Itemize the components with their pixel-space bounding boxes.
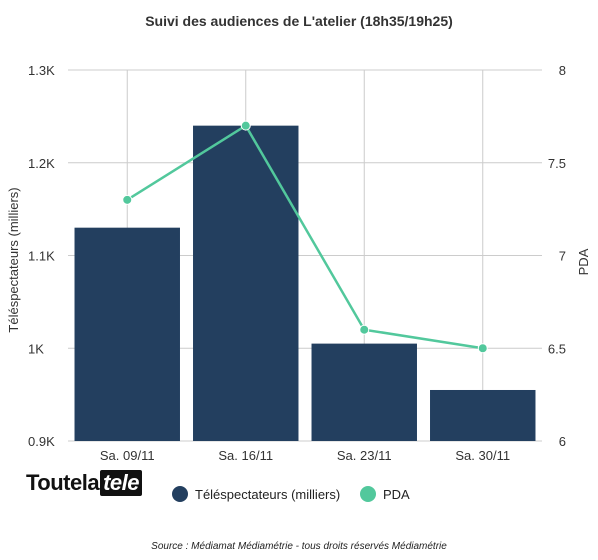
pda-line	[126, 123, 483, 350]
y-tick-left-label: 0.9K	[28, 434, 55, 449]
x-tick-label: Sa. 23/11	[337, 448, 392, 463]
y-tick-right-label: 7	[559, 249, 566, 264]
ticks-layer: 0.9K 1K 1.1K 1.2K 1.3K 6 6.5 7 7.5 8 Sa. 09/11 Sa. …	[28, 63, 566, 463]
y-tick-right-label: 8	[559, 63, 566, 78]
legend-swatch-line	[360, 486, 376, 502]
legend-label-bars[interactable]: Téléspectateurs (milliers)	[195, 487, 340, 502]
line-layer	[122, 120, 488, 354]
bar-1[interactable]	[74, 227, 180, 441]
x-tick-label: Sa. 16/11	[218, 448, 273, 463]
y-tick-right-label: 6.5	[548, 341, 566, 356]
bar-2[interactable]	[193, 125, 299, 442]
logo-text-b: tele	[100, 470, 143, 496]
logo-text-a: Toutela	[26, 470, 100, 495]
bar-3[interactable]	[311, 343, 417, 441]
x-tick-label: Sa. 09/11	[100, 448, 155, 463]
pda-point-4[interactable]	[477, 343, 488, 354]
y-axis-left-title: Téléspectateurs (milliers)	[6, 187, 21, 332]
y-axis-right-title: PDA	[576, 248, 591, 275]
source-note: Source : Médiamat Médiamétrie - tous dro…	[151, 541, 447, 552]
legend-swatch-bars	[172, 486, 188, 502]
legend-label-line[interactable]: PDA	[383, 487, 410, 502]
y-tick-left-label: 1.1K	[28, 249, 55, 264]
y-tick-left-label: 1.2K	[28, 156, 55, 171]
y-tick-right-label: 7.5	[548, 156, 566, 171]
x-tick-label: Sa. 30/11	[455, 448, 510, 463]
y-tick-left-label: 1.3K	[28, 63, 55, 78]
toutelatele-logo: Toutela tele	[26, 470, 143, 496]
pda-point-2[interactable]	[240, 120, 251, 131]
legend[interactable]: Téléspectateurs (milliers) PDA	[172, 486, 410, 502]
pda-point-3[interactable]	[359, 324, 370, 335]
y-tick-right-label: 6	[559, 434, 566, 449]
bar-4[interactable]	[430, 389, 536, 441]
chart-title: Suivi des audiences de L'atelier (18h35/…	[145, 13, 453, 29]
y-tick-left-label: 1K	[28, 341, 44, 356]
bars-layer	[74, 125, 536, 442]
pda-point-1[interactable]	[122, 194, 133, 205]
